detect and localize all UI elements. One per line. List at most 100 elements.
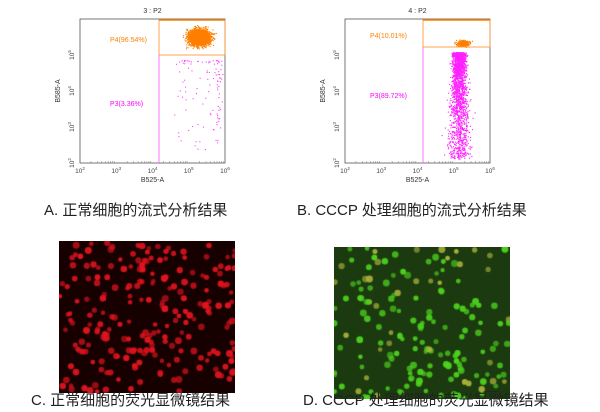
data-point bbox=[217, 139, 219, 142]
data-point bbox=[455, 87, 457, 89]
data-point bbox=[453, 82, 455, 84]
data-point bbox=[460, 43, 462, 45]
data-point bbox=[462, 139, 464, 141]
data-point bbox=[458, 70, 460, 72]
data-point bbox=[458, 62, 461, 64]
data-point bbox=[453, 69, 455, 71]
data-point bbox=[459, 144, 461, 146]
data-point bbox=[199, 43, 201, 46]
data-point bbox=[189, 41, 191, 43]
data-point bbox=[200, 40, 202, 42]
data-point bbox=[206, 70, 208, 72]
y-tick-label: 104 bbox=[332, 86, 341, 96]
data-point bbox=[450, 127, 452, 129]
data-point bbox=[199, 33, 201, 35]
data-point bbox=[212, 78, 214, 80]
data-point bbox=[189, 44, 192, 46]
data-point bbox=[459, 155, 461, 157]
data-point bbox=[199, 40, 201, 42]
data-point bbox=[202, 126, 205, 128]
data-point bbox=[464, 54, 466, 56]
data-point bbox=[208, 33, 210, 36]
data-point bbox=[202, 26, 204, 28]
data-point bbox=[187, 42, 189, 44]
data-point bbox=[461, 144, 463, 146]
data-point bbox=[456, 64, 458, 66]
data-point bbox=[459, 81, 461, 83]
data-point bbox=[200, 32, 202, 34]
data-point bbox=[463, 69, 465, 71]
data-point bbox=[461, 56, 464, 58]
data-point bbox=[452, 110, 454, 112]
data-point bbox=[455, 65, 457, 67]
data-point bbox=[463, 147, 465, 149]
data-point bbox=[454, 65, 456, 67]
data-point bbox=[464, 69, 466, 71]
data-point bbox=[454, 74, 456, 76]
data-point bbox=[217, 74, 219, 76]
y-tick-label: 104 bbox=[67, 86, 76, 96]
data-point bbox=[459, 66, 461, 68]
data-point bbox=[189, 35, 191, 37]
data-point bbox=[464, 57, 466, 59]
data-point bbox=[463, 123, 465, 125]
data-point bbox=[465, 67, 467, 69]
data-point bbox=[459, 68, 461, 70]
data-point bbox=[470, 43, 472, 45]
data-point bbox=[457, 110, 459, 112]
data-point bbox=[461, 104, 463, 106]
data-point bbox=[463, 76, 465, 79]
data-point bbox=[460, 67, 462, 69]
data-point bbox=[463, 92, 466, 94]
data-point bbox=[196, 30, 199, 32]
data-point bbox=[461, 45, 463, 47]
data-point bbox=[459, 53, 461, 55]
data-point bbox=[450, 114, 452, 116]
data-point bbox=[462, 93, 465, 95]
data-point bbox=[212, 44, 214, 46]
data-point bbox=[451, 84, 453, 87]
data-point bbox=[187, 47, 189, 49]
data-point bbox=[466, 129, 468, 131]
data-point bbox=[458, 40, 460, 42]
data-point bbox=[457, 92, 459, 94]
data-point bbox=[464, 67, 466, 69]
data-point bbox=[457, 88, 459, 90]
data-point bbox=[454, 55, 456, 57]
data-point bbox=[218, 97, 220, 99]
caption-c: C. 正常细胞的荧光显微镜结果 bbox=[31, 392, 231, 409]
data-point bbox=[463, 143, 465, 145]
data-point bbox=[461, 96, 463, 98]
data-point bbox=[458, 69, 460, 71]
data-point bbox=[458, 77, 460, 79]
data-point bbox=[457, 156, 459, 158]
data-point bbox=[464, 149, 466, 151]
data-point bbox=[460, 116, 463, 118]
data-point bbox=[459, 108, 461, 110]
data-point bbox=[463, 106, 465, 108]
data-point bbox=[466, 94, 469, 97]
data-point bbox=[465, 66, 467, 68]
data-point bbox=[467, 45, 469, 47]
data-point bbox=[205, 31, 207, 33]
data-point bbox=[464, 142, 466, 144]
data-point bbox=[206, 71, 208, 74]
data-point bbox=[469, 88, 471, 90]
data-point bbox=[209, 31, 211, 33]
data-point bbox=[459, 137, 461, 139]
data-point bbox=[463, 153, 465, 155]
data-point bbox=[453, 70, 456, 72]
data-point bbox=[461, 101, 463, 103]
data-point bbox=[217, 115, 219, 117]
data-point bbox=[456, 59, 459, 61]
data-point bbox=[460, 93, 462, 95]
data-point bbox=[469, 110, 471, 112]
data-point bbox=[463, 118, 465, 120]
data-point bbox=[453, 110, 455, 112]
data-point bbox=[462, 85, 464, 87]
data-point bbox=[463, 104, 465, 106]
data-point bbox=[464, 157, 466, 159]
data-point bbox=[457, 60, 459, 62]
data-point bbox=[456, 59, 458, 61]
data-point bbox=[457, 153, 460, 155]
